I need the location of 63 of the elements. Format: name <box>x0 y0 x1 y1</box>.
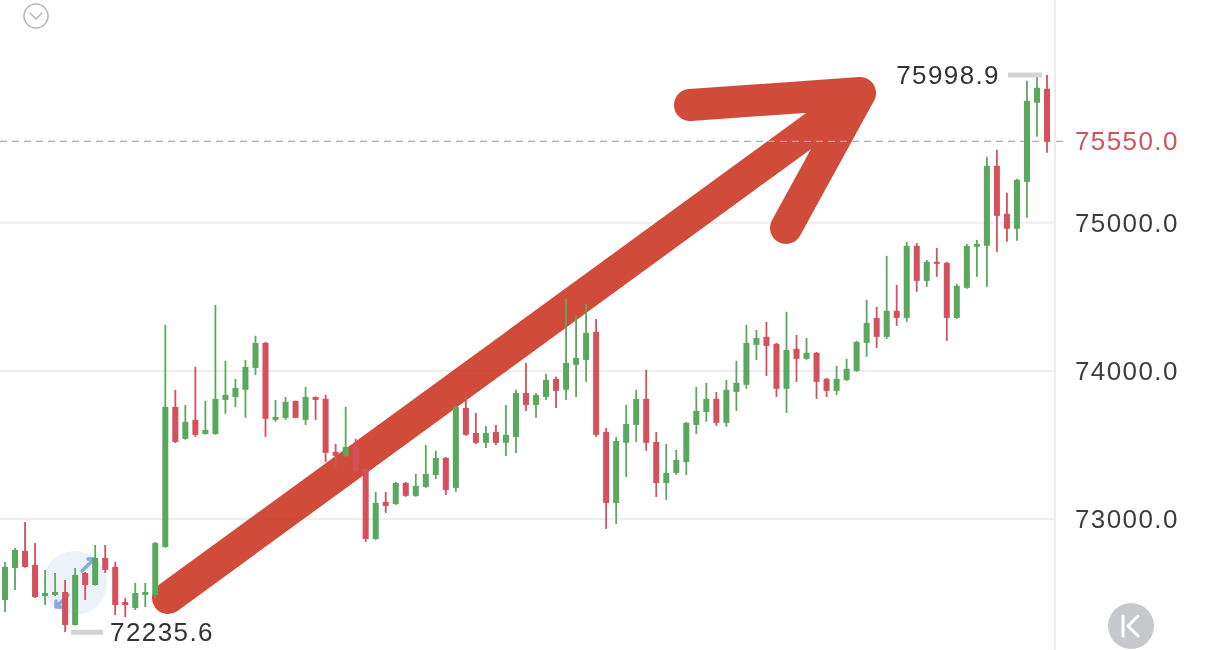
candlestick <box>863 298 870 358</box>
candlestick <box>553 375 560 409</box>
candlestick <box>713 391 720 427</box>
candlestick <box>482 425 489 449</box>
candlestick <box>232 378 239 408</box>
candlestick <box>82 571 89 601</box>
candlestick <box>332 443 339 468</box>
candlestick <box>472 412 479 445</box>
candlestick <box>873 305 880 349</box>
candlestick <box>492 424 499 446</box>
candlestick <box>102 544 109 574</box>
candlestick <box>122 597 129 618</box>
candlestick <box>302 385 309 426</box>
candlestick <box>182 404 189 441</box>
candlestick <box>382 490 389 514</box>
annotation: 72235.6 <box>110 617 214 648</box>
y-tick-label: 75000.0 <box>1075 207 1179 238</box>
candlestick <box>22 521 29 569</box>
candlestick <box>1003 191 1010 243</box>
candlestick <box>923 258 930 288</box>
candlestick <box>42 569 49 606</box>
candlestick <box>202 400 209 436</box>
candlestick <box>933 246 940 278</box>
candlestick <box>192 366 199 438</box>
candlestick <box>392 481 399 506</box>
candlestick <box>973 238 980 278</box>
candlestick <box>533 392 540 419</box>
candlestick <box>142 582 149 608</box>
candlestick <box>843 358 850 382</box>
candlestick <box>623 404 630 478</box>
candlestick <box>793 334 800 383</box>
annotation: 75998.9 <box>896 59 1000 90</box>
candlestick <box>1033 75 1040 138</box>
candlestick <box>803 336 810 361</box>
candlestick <box>412 473 419 498</box>
ref-line-label: 75550.0 <box>1075 126 1179 157</box>
candlestick <box>52 572 59 597</box>
candlestick <box>222 359 229 415</box>
candlestick <box>733 359 740 412</box>
candlestick <box>543 372 550 401</box>
candlestick <box>132 582 139 611</box>
candlestick <box>242 359 249 419</box>
y-tick-label: 73000.0 <box>1075 503 1179 534</box>
candlestick <box>823 376 830 398</box>
candlestick <box>573 314 580 398</box>
candlestick <box>522 362 530 412</box>
candlestick <box>663 443 670 501</box>
candlestick <box>342 405 349 458</box>
candlestick <box>502 404 509 457</box>
candlestick <box>703 381 710 423</box>
candlestick <box>272 399 279 423</box>
candlestick <box>312 395 319 421</box>
candlestick <box>893 283 900 327</box>
candlestick <box>282 396 289 421</box>
candlestick <box>432 449 439 480</box>
candlestick <box>753 328 760 361</box>
candlestick <box>693 385 700 435</box>
candlestick <box>833 364 840 396</box>
candlestick <box>12 547 19 591</box>
y-tick-label: 74000.0 <box>1075 355 1179 386</box>
candlestick <box>763 320 770 377</box>
candlestick <box>422 444 429 489</box>
candlestick <box>673 449 680 476</box>
